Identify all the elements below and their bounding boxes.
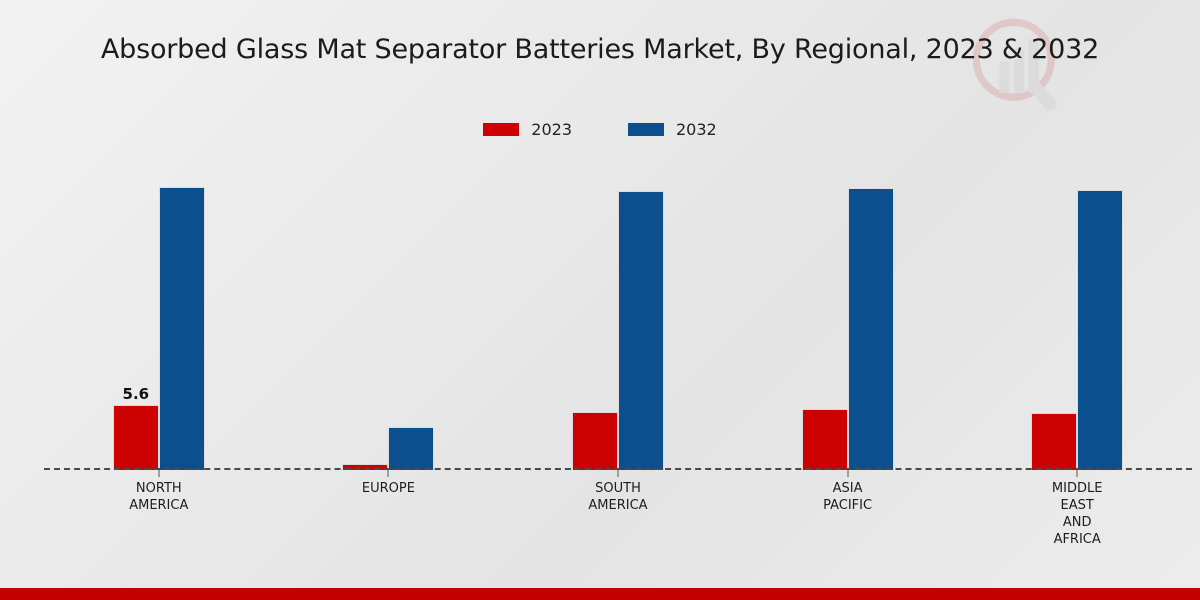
x-axis-category-labels: NORTH AMERICA EUROPE SOUTH AMERICA ASIA PAC…: [44, 480, 1192, 548]
legend-swatch-2023: [483, 123, 520, 136]
bar-groups: 5.6: [44, 170, 1192, 477]
bar-2032[interactable]: [617, 190, 664, 470]
plot-area: 5.6: [44, 170, 1192, 477]
legend-swatch-2032: [628, 123, 664, 136]
chart-legend: 2023 2032: [0, 120, 1200, 139]
footer-accent-bar: [0, 588, 1200, 600]
bar-2032[interactable]: [388, 427, 435, 470]
bar-2032[interactable]: [158, 187, 205, 470]
bar-group: [962, 170, 1192, 477]
x-axis-tick: [617, 470, 619, 477]
x-axis-tick: [158, 470, 160, 477]
x-axis-tick: [847, 470, 849, 477]
bar-group: 5.6: [44, 170, 274, 477]
bar-pair: 5.6: [112, 170, 205, 470]
x-axis-category-label: SOUTH AMERICA: [588, 481, 648, 513]
legend-item-2023[interactable]: 2023: [483, 120, 572, 139]
x-axis-category-label: EUROPE: [361, 481, 415, 496]
bar-2032[interactable]: [847, 188, 894, 470]
bar-group: [274, 170, 504, 477]
x-axis-category-label: NORTH AMERICA: [129, 481, 189, 513]
bar-2023[interactable]: [1031, 413, 1078, 470]
bar-2023[interactable]: 5.6: [112, 385, 159, 470]
bar-pair: [1031, 170, 1124, 470]
bar-2023[interactable]: [342, 464, 389, 470]
legend-item-2032[interactable]: 2032: [628, 120, 717, 139]
bar-pair: [801, 170, 894, 470]
x-axis-baseline: [44, 468, 1192, 470]
bar-pair: [342, 170, 435, 470]
bar-pair: [571, 170, 664, 470]
bar-group: [503, 170, 733, 477]
bar-group: [733, 170, 963, 477]
chart-title: Absorbed Glass Mat Separator Batteries M…: [100, 34, 1100, 65]
x-axis-category-label: MIDDLE EAST AND AFRICA: [1051, 481, 1103, 547]
bar-value-label: 5.6: [122, 385, 150, 404]
bar-2023[interactable]: [801, 408, 848, 470]
bar-2023[interactable]: [571, 412, 618, 470]
legend-label-2032: 2032: [676, 120, 717, 139]
watermark-logo: [968, 14, 1072, 118]
x-axis-tick: [387, 470, 389, 477]
bar-2032[interactable]: [1077, 189, 1124, 470]
x-axis-category-label: ASIA PACIFIC: [823, 481, 873, 513]
x-axis-tick: [1076, 470, 1078, 477]
legend-label-2023: 2023: [531, 120, 572, 139]
